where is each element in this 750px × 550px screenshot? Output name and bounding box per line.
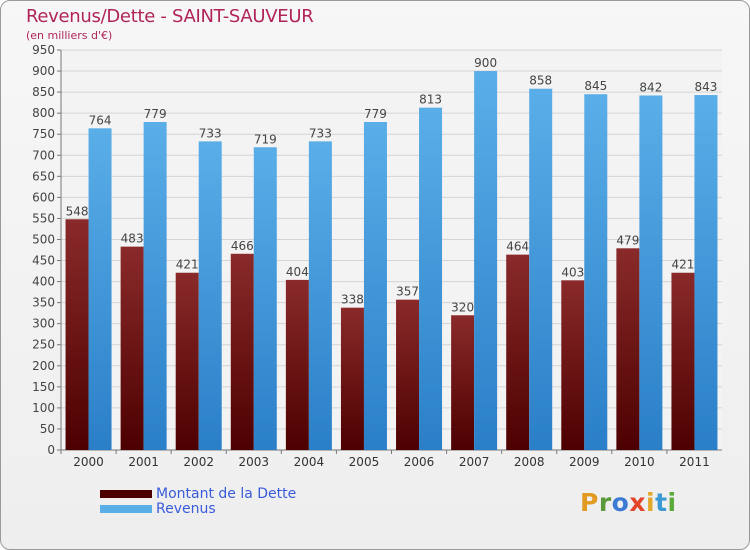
data-label-revenue: 779 — [144, 107, 167, 121]
data-label-debt: 548 — [66, 204, 89, 218]
bar-debt — [671, 272, 695, 450]
y-tick-label: 250 — [32, 338, 55, 352]
legend-swatch-revenue — [100, 504, 152, 513]
y-tick-label: 700 — [32, 148, 55, 162]
logo-letter: i — [667, 488, 677, 517]
data-label-revenue: 733 — [199, 126, 222, 140]
x-tick-label: 2010 — [624, 455, 655, 469]
x-tick-label: 2001 — [128, 455, 159, 469]
logo-letter: r — [598, 488, 612, 517]
bar-revenue — [88, 128, 112, 450]
y-tick-label: 500 — [32, 232, 55, 246]
legend-label-debt: Montant de la Dette — [156, 485, 297, 502]
data-label-revenue: 764 — [89, 113, 112, 127]
bar-revenue — [198, 141, 222, 451]
logo-letter: i — [646, 488, 656, 517]
logo-letter: x — [629, 488, 646, 517]
bar-debt — [616, 248, 640, 450]
x-tick-label: 2006 — [404, 455, 435, 469]
bar-debt — [340, 307, 364, 450]
bar-revenue — [639, 95, 663, 450]
legend-swatch-debt — [100, 489, 152, 498]
legend-label-revenue: Revenus — [156, 500, 216, 517]
x-tick-label: 2008 — [514, 455, 545, 469]
y-tick-label: 200 — [32, 359, 55, 373]
x-tick-label: 2000 — [73, 455, 104, 469]
bar-revenue — [308, 141, 332, 451]
y-tick-label: 450 — [32, 254, 55, 268]
legend-item-debt: Montant de la Dette — [100, 485, 297, 502]
bar-debt — [506, 254, 530, 450]
y-tick-label: 600 — [32, 190, 55, 204]
bar-revenue — [584, 94, 608, 451]
x-tick-label: 2003 — [239, 455, 270, 469]
y-tick-label: 400 — [32, 275, 55, 289]
data-label-debt: 464 — [506, 240, 529, 254]
data-label-debt: 466 — [231, 239, 254, 253]
logo-letter: t — [655, 488, 668, 517]
data-label-debt: 421 — [672, 258, 695, 272]
data-label-revenue: 900 — [474, 56, 497, 70]
x-tick-label: 2002 — [183, 455, 214, 469]
bar-debt — [65, 219, 89, 450]
data-label-revenue: 842 — [639, 80, 662, 94]
y-tick-label: 150 — [32, 380, 55, 394]
y-tick-label: 950 — [32, 43, 55, 57]
legend-item-revenue: Revenus — [100, 500, 296, 517]
bar-revenue — [253, 147, 277, 450]
x-tick-label: 2004 — [294, 455, 325, 469]
bar-debt — [175, 272, 199, 450]
bar-revenue — [474, 71, 498, 450]
data-label-debt: 483 — [121, 232, 144, 246]
x-tick-label: 2005 — [349, 455, 380, 469]
bar-debt — [230, 253, 254, 450]
y-tick-label: 650 — [32, 169, 55, 183]
chart-subtitle: (en milliers d'€) — [26, 29, 113, 42]
x-tick-label: 2009 — [569, 455, 600, 469]
y-tick-label: 900 — [32, 64, 55, 78]
logo-letter: P — [580, 488, 599, 517]
bar-revenue — [419, 107, 443, 451]
y-tick-label: 300 — [32, 317, 55, 331]
y-tick-label: 800 — [32, 106, 55, 120]
data-label-debt: 404 — [286, 265, 309, 279]
data-label-revenue: 843 — [695, 80, 718, 94]
y-tick-label: 850 — [32, 85, 55, 99]
data-label-revenue: 733 — [309, 126, 332, 140]
y-tick-label: 350 — [32, 296, 55, 310]
data-label-debt: 421 — [176, 258, 199, 272]
plot-area — [61, 50, 722, 450]
bar-debt — [561, 280, 585, 450]
x-tick-label: 2007 — [459, 455, 490, 469]
chart-legend: Montant de la Dette Revenus — [100, 485, 297, 517]
data-label-debt: 479 — [616, 233, 639, 247]
bar-debt — [120, 246, 144, 450]
data-label-revenue: 858 — [529, 74, 552, 88]
y-tick-label: 750 — [32, 127, 55, 141]
data-label-revenue: 845 — [584, 79, 607, 93]
bar-revenue — [363, 122, 387, 450]
data-label-debt: 357 — [396, 285, 419, 299]
y-tick-label: 50 — [40, 422, 55, 436]
bar-debt — [396, 299, 420, 450]
logo-letter: o — [611, 488, 630, 517]
y-tick-label: 100 — [32, 401, 55, 415]
y-tick-label: 550 — [32, 211, 55, 225]
data-label-debt: 403 — [561, 265, 584, 279]
data-label-revenue: 813 — [419, 93, 442, 107]
data-label-revenue: 779 — [364, 107, 387, 121]
bar-revenue — [529, 88, 553, 450]
chart-title: Revenus/Dette - SAINT-SAUVEUR — [26, 6, 314, 27]
bar-revenue — [143, 122, 167, 450]
data-label-debt: 338 — [341, 293, 364, 307]
data-label-debt: 320 — [451, 300, 474, 314]
bar-debt — [451, 315, 475, 450]
bar-debt — [285, 279, 309, 450]
proxiti-logo: Proxiti — [580, 488, 677, 517]
data-label-revenue: 719 — [254, 132, 277, 146]
bar-revenue — [694, 95, 718, 450]
x-tick-label: 2011 — [679, 455, 710, 469]
y-tick-label: 0 — [47, 443, 55, 457]
